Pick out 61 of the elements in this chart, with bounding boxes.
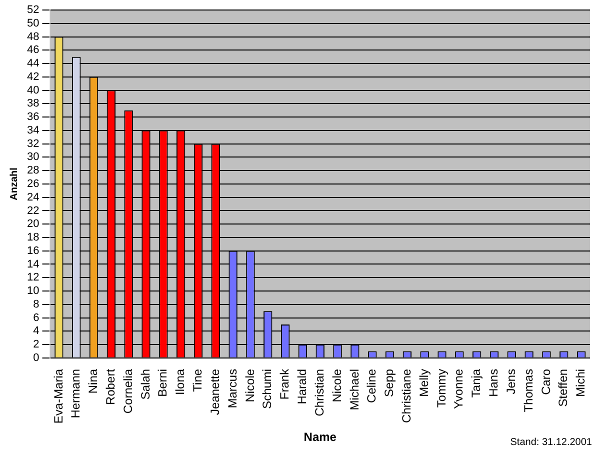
y-tick-label: 20 [26,218,40,230]
x-axis-title: Name [304,430,337,444]
y-tick-label: 16 [26,244,40,257]
y-tick-label: 30 [26,151,40,164]
y-tick-label: 34 [26,124,40,136]
x-tick-label: Nina [86,368,100,394]
x-tick-label: Harald [295,368,310,404]
x-tick-label: Jens [504,368,518,394]
x-tick-label: Christian [312,368,326,416]
y-tick-label: 28 [26,164,40,177]
y-tick-label: 6 [33,312,40,324]
x-tick-label: Robert [103,368,118,405]
y-tick-label: 46 [26,44,40,56]
x-tick-label: Frank [278,368,292,400]
y-tick-label: 14 [26,258,40,270]
y-tick-label: 42 [26,70,40,83]
y-tick-label: 52 [26,4,40,16]
y-tick-label: 48 [26,30,40,43]
x-tick-label: Caro [538,368,553,395]
x-tick-label: Nicole [242,368,257,402]
x-tick-label: Marcus [225,368,240,408]
x-tick-label: Eva-Maria [51,368,66,424]
y-tick-label: 50 [26,17,40,30]
x-tick-label: Christiane [399,368,414,423]
y-tick-label: 8 [33,298,40,310]
y-tick-label: 40 [26,84,40,96]
x-tick-label: Michael [347,368,362,410]
y-tick-label: 36 [26,111,40,124]
x-tick-label: Michi [574,368,588,397]
y-tick-label: 10 [26,285,40,298]
y-tick-label: 12 [26,272,40,284]
y-tick-label: 18 [26,232,40,244]
y-tick-label: 26 [26,178,40,190]
x-tick-label: Melly [416,368,431,397]
x-tick-label: Cornelia [120,368,135,414]
x-tick-label: Salah [138,368,152,400]
y-tick-label: 4 [33,325,40,338]
text: Stand: 31.12.2001 [510,436,592,448]
x-tick-label: Tanja [469,368,484,398]
x-tick-label: Schumi [260,368,274,409]
y-tick-label: 0 [33,352,40,364]
y-tick-label: 38 [26,98,40,110]
x-tick-label: Tommy [434,368,448,408]
x-tick-label: Nicole [330,368,344,402]
x-tick-label: Hermann [68,368,83,418]
x-tick-label: Hans [486,368,501,397]
x-tick-label: Berni [156,368,170,397]
y-tick-label: 32 [26,138,40,150]
x-tick-label: Celine [364,368,379,403]
y-tick-label: 44 [26,58,40,70]
y-axis-title: Anzahl [8,167,20,200]
x-tick-label: Steffen [556,368,570,407]
y-tick-label: 22 [26,204,40,217]
y-tick-label: 2 [33,338,40,351]
x-tick-label: Yvonne [452,368,466,409]
x-tick-label: Thomas [521,368,536,412]
y-tick-label: 24 [26,191,40,204]
x-tick-label: Tine [190,368,205,392]
x-tick-label: Jeanette [208,368,222,415]
x-tick-label: Sepp [382,368,396,397]
x-tick-label: Ilona [173,368,188,395]
